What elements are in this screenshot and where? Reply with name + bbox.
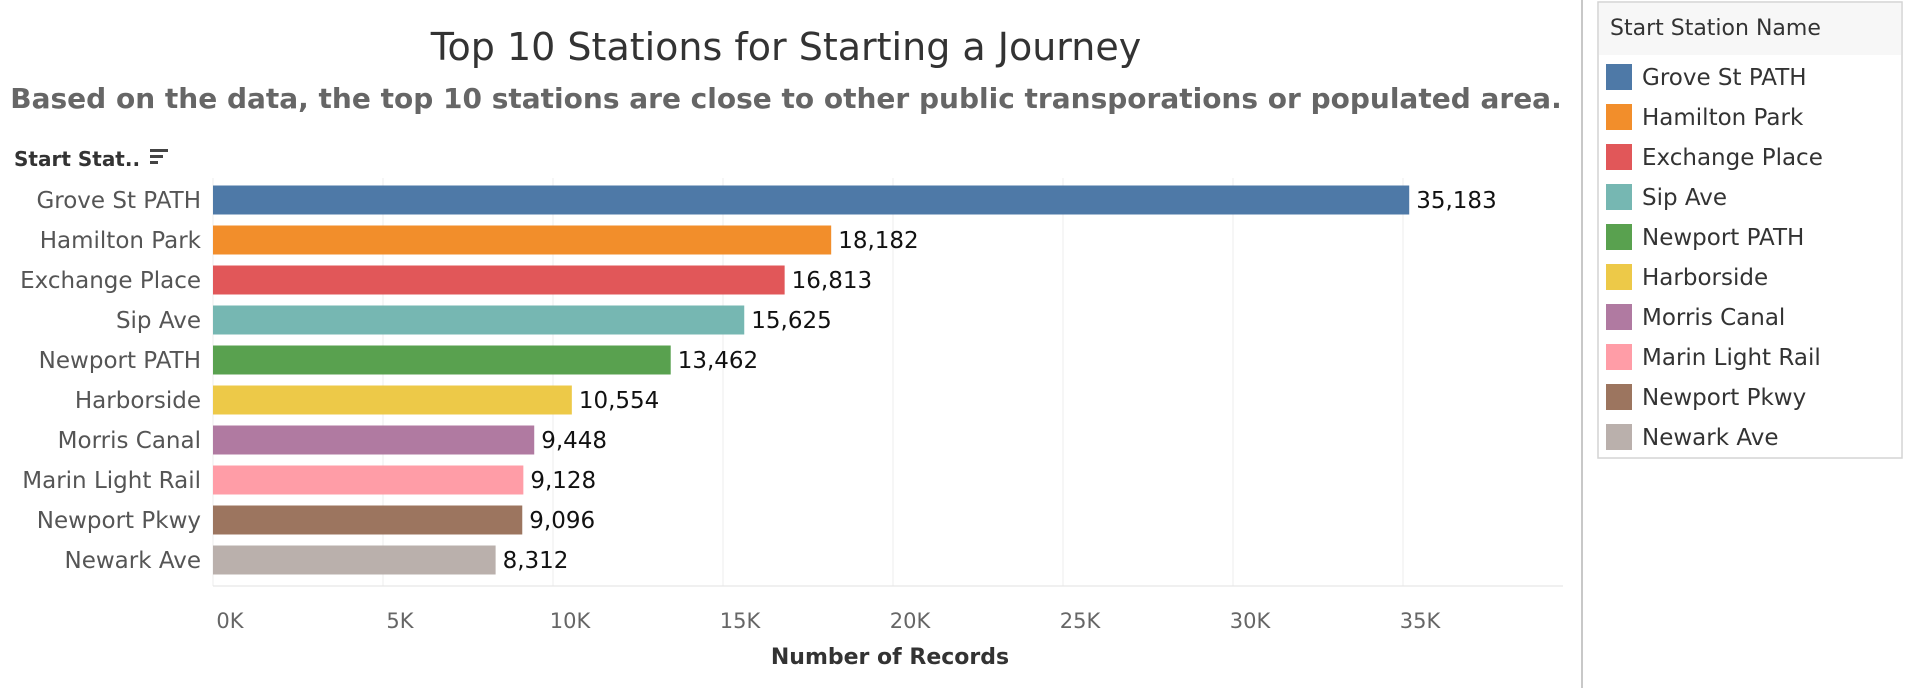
- bar[interactable]: [213, 505, 523, 535]
- legend-label[interactable]: Marin Light Rail: [1642, 345, 1821, 371]
- legend-swatch: [1606, 344, 1632, 370]
- legend-label[interactable]: Harborside: [1642, 265, 1768, 291]
- legend-label[interactable]: Newark Ave: [1642, 425, 1779, 451]
- category-label: Marin Light Rail: [22, 468, 201, 494]
- value-label: 18,182: [838, 228, 918, 254]
- legend-swatch: [1606, 104, 1632, 130]
- category-label: Newark Ave: [65, 548, 202, 574]
- legend-swatch: [1606, 64, 1632, 90]
- category-label: Morris Canal: [58, 428, 201, 454]
- value-label: 9,448: [541, 428, 607, 454]
- x-tick-label: 20K: [890, 609, 932, 633]
- legend-swatch: [1606, 144, 1632, 170]
- bar[interactable]: [213, 305, 745, 335]
- category-label: Newport Pkwy: [37, 508, 201, 534]
- legend-title: Start Station Name: [1610, 16, 1821, 41]
- legend-label[interactable]: Sip Ave: [1642, 185, 1727, 211]
- category-label: Sip Ave: [116, 308, 201, 334]
- category-labels: Grove St PATH Hamilton Park Exchange Place…: [20, 188, 202, 574]
- category-label: Grove St PATH: [36, 188, 201, 214]
- category-label: Hamilton Park: [40, 228, 202, 254]
- bar[interactable]: [213, 385, 572, 415]
- x-tick-label: 15K: [720, 609, 762, 633]
- value-label: 9,128: [530, 468, 596, 494]
- value-label: 35,183: [1416, 188, 1496, 214]
- bar[interactable]: [213, 545, 496, 575]
- legend-label[interactable]: Exchange Place: [1642, 145, 1823, 171]
- value-label: 15,625: [751, 308, 831, 334]
- bars: [213, 185, 1410, 575]
- category-label: Newport PATH: [39, 348, 201, 374]
- legend-swatch: [1606, 304, 1632, 330]
- chart-title: Top 10 Stations for Starting a Journey: [430, 25, 1141, 69]
- value-labels: 35,183 18,182 16,813 15,625 13,462 10,554 9,44…: [503, 188, 1497, 574]
- legend-header: [1599, 3, 1901, 55]
- value-label: 13,462: [678, 348, 758, 374]
- legend-label[interactable]: Hamilton Park: [1642, 105, 1804, 131]
- legend-label[interactable]: Morris Canal: [1642, 305, 1785, 331]
- chart-subtitle: Based on the data, the top 10 stations a…: [10, 82, 1561, 115]
- legend-items: Grove St PATH Hamilton Park Exchange Place…: [1606, 64, 1823, 451]
- x-tick-label: 0K: [216, 609, 244, 633]
- value-label: 9,096: [529, 508, 595, 534]
- bar[interactable]: [213, 265, 785, 295]
- x-axis-title: Number of Records: [771, 645, 1009, 670]
- value-label: 10,554: [579, 388, 659, 414]
- legend-swatch: [1606, 384, 1632, 410]
- legend-swatch: [1606, 424, 1632, 450]
- legend-swatch: [1606, 224, 1632, 250]
- x-tick-label: 30K: [1230, 609, 1272, 633]
- x-tick-label: 5K: [386, 609, 414, 633]
- legend-label[interactable]: Grove St PATH: [1642, 65, 1807, 91]
- value-label: 8,312: [503, 548, 569, 574]
- legend-swatch: [1606, 184, 1632, 210]
- legend-label[interactable]: Newport Pkwy: [1642, 385, 1806, 411]
- bar[interactable]: [213, 465, 524, 495]
- bar[interactable]: [213, 225, 832, 255]
- bar[interactable]: [213, 345, 671, 375]
- value-label: 16,813: [792, 268, 872, 294]
- legend-box: [1597, 1, 1903, 459]
- category-label: Exchange Place: [20, 268, 201, 294]
- x-tick-label: 10K: [550, 609, 592, 633]
- x-tick-label: 35K: [1400, 609, 1442, 633]
- bar[interactable]: [213, 425, 535, 455]
- legend-label[interactable]: Newport PATH: [1642, 225, 1804, 251]
- sort-icon[interactable]: [150, 149, 168, 164]
- legend-swatch: [1606, 264, 1632, 290]
- category-label: Harborside: [75, 388, 201, 414]
- bar[interactable]: [213, 185, 1410, 215]
- row-header-label: Start Stat..: [14, 147, 140, 171]
- x-tick-labels: 0K 5K 10K 15K 20K 25K 30K 35K: [216, 609, 1441, 633]
- x-tick-label: 25K: [1060, 609, 1102, 633]
